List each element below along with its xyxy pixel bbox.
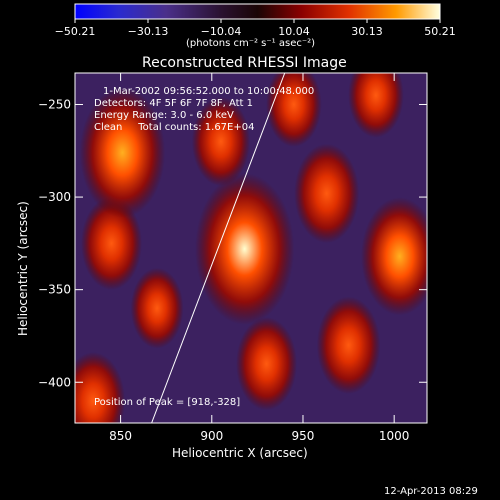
heatmap-sources [75,73,427,423]
annotation-time: 1-Mar-2002 09:56:52.000 to 10:00:48.000 [103,86,315,97]
heat-source [266,73,322,147]
heat-source [294,143,360,244]
x-axis-label: Heliocentric X (arcsec) [172,446,308,460]
x-tick-label: 850 [109,429,132,443]
heat-source [316,296,381,394]
colorbar-ticks: −50.21 −30.13 −10.04 10.04 30.13 50.21 [55,19,456,38]
x-tick-label: 900 [200,429,223,443]
timestamp: 12-Apr-2013 08:29 [384,486,478,497]
colorbar-tick-label: −30.13 [128,25,169,38]
colorbar [74,3,441,20]
plot-frame [74,72,428,424]
x-tick-label: 950 [292,429,315,443]
colorbar-tick-label: 30.13 [351,25,383,38]
colorbar-tick-label: −10.04 [201,25,242,38]
colorbar-tick-label: 10.04 [278,25,310,38]
solar-limb-line [151,73,286,423]
y-tick-label: −400 [38,375,71,389]
heat-source [236,317,297,411]
y-tick-label: −350 [38,283,71,297]
x-tick-label: 1000 [379,429,410,443]
limb-line [151,73,286,423]
heat-source [81,196,142,290]
y-axis-label: Heliocentric Y (arcsec) [16,201,30,336]
heat-source [191,97,250,187]
axis-ticks: 850 900 950 1000 −250 −300 −350 −400 [38,73,427,443]
colorbar-tick-label: −50.21 [55,25,96,38]
annotation-energy: Energy Range: 3.0 - 6.0 keV [94,110,234,121]
colorbar-unit: (photons cm⁻² s⁻¹ asec⁻²) [186,38,316,49]
heat-source [348,73,404,138]
heat-source [195,173,295,325]
heat-source [361,197,427,316]
colorbar-tick-label: 50.21 [424,25,456,38]
peak-position-label: Position of Peak = [918,-328] [94,397,241,408]
chart-title: Reconstructed RHESSI Image [142,55,347,71]
heat-source [130,267,184,349]
annotation-detectors: Detectors: 4F 5F 6F 7F 8F, Att 1 [94,98,254,109]
y-tick-label: −300 [38,190,71,204]
heat-source [75,352,126,423]
y-tick-label: −250 [38,97,71,111]
annotation-counts: Clean Total counts: 1.67E+04 [94,122,255,133]
heat-source [79,87,166,218]
